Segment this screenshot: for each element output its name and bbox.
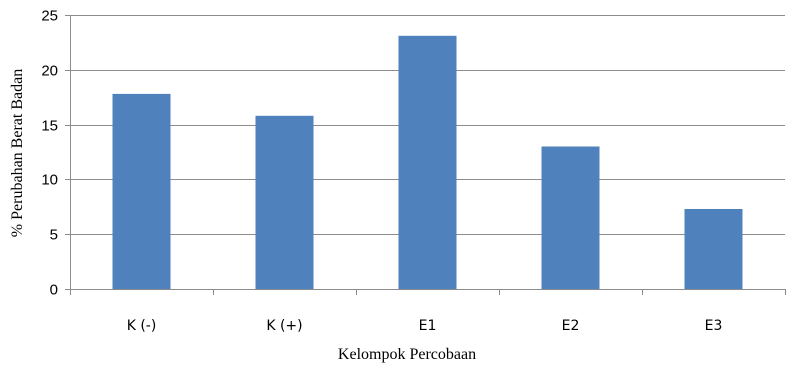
bars [112,35,743,290]
x-tick-label: E3 [705,318,723,334]
x-tick-label: E1 [419,318,437,334]
y-axis-title: % Perubahan Berat Badan [9,69,26,237]
bar [398,35,457,289]
axes [65,15,786,295]
y-tick-label: 20 [41,63,58,80]
y-tick-label: 25 [41,8,58,25]
y-tick-label: 10 [41,172,58,189]
x-tick-labels: K (-) K (+) E1 E2 E3 [127,318,723,334]
x-tick-label: E2 [562,318,580,334]
x-tick-label: K (-) [127,318,157,334]
bar [112,93,171,290]
y-tick-label: 0 [50,282,58,299]
bar [541,146,600,289]
x-tick-label: K (+) [266,318,302,334]
bar [255,115,314,289]
bar [684,209,743,289]
y-tick-labels: 0 5 10 15 20 25 [41,8,58,299]
x-axis-title: Kelompok Percobaan [338,346,476,363]
y-tick-label: 5 [50,227,58,244]
y-tick-label: 15 [41,118,58,135]
